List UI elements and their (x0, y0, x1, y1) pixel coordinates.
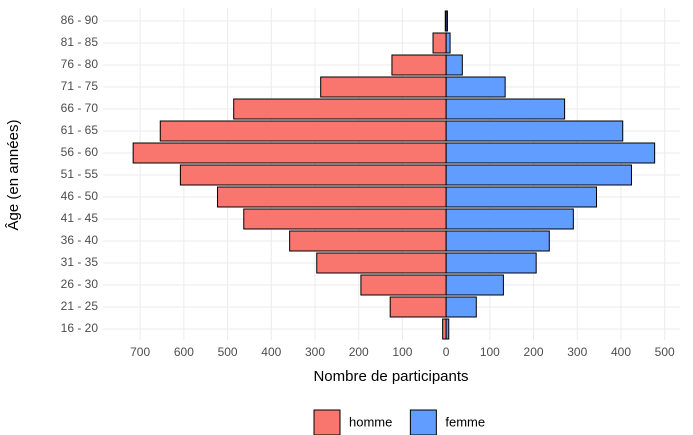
bar (445, 296, 477, 318)
bar (445, 76, 506, 98)
y-tick-label: 51 - 55 (61, 167, 99, 181)
x-tick-label: 500 (218, 345, 238, 359)
y-tick-label: 46 - 50 (61, 189, 99, 203)
x-tick-label: 200 (524, 345, 544, 359)
bar (360, 274, 447, 296)
x-tick-label: 700 (130, 345, 150, 359)
bar (289, 230, 447, 252)
x-tick-label: 500 (655, 345, 675, 359)
y-tick-label: 76 - 80 (61, 57, 99, 71)
y-axis-title: Âge (en années) (5, 120, 22, 231)
bar (445, 142, 656, 164)
bar (445, 252, 537, 274)
y-tick-label: 61 - 65 (61, 123, 99, 137)
bar (445, 208, 574, 230)
x-tick-label: 400 (611, 345, 631, 359)
x-axis-title: Nombre de participants (313, 368, 468, 385)
x-tick-label: 300 (305, 345, 325, 359)
bar (445, 164, 632, 186)
y-tick-label: 36 - 40 (61, 233, 99, 247)
bar (389, 296, 447, 318)
bar (445, 186, 598, 208)
legend-swatch (313, 409, 341, 435)
bar (445, 230, 550, 252)
y-tick-label: 16 - 20 (61, 321, 99, 335)
bar (432, 32, 447, 54)
y-tick-label: 86 - 90 (61, 13, 99, 27)
x-tick-label: 100 (392, 345, 412, 359)
bar (445, 10, 448, 32)
bar (132, 142, 447, 164)
y-tick-label: 56 - 60 (61, 145, 99, 159)
y-tick-label: 31 - 35 (61, 255, 99, 269)
bar (445, 54, 463, 76)
legend-label: femme (445, 414, 485, 429)
bar (445, 318, 450, 340)
legend-swatch (409, 409, 437, 435)
bar (445, 32, 451, 54)
x-tick-label: 200 (349, 345, 369, 359)
bar (179, 164, 447, 186)
x-tick-label: 300 (567, 345, 587, 359)
x-tick-label: 400 (261, 345, 281, 359)
legend-label: homme (349, 414, 392, 429)
x-tick-label: 600 (174, 345, 194, 359)
y-tick-label: 21 - 25 (61, 299, 99, 313)
bar (442, 318, 447, 340)
bar (243, 208, 447, 230)
y-tick-label: 66 - 70 (61, 101, 99, 115)
bar (445, 98, 566, 120)
bar (445, 274, 504, 296)
x-tick-label: 100 (480, 345, 500, 359)
bar (316, 252, 447, 274)
x-tick-label: 0 (443, 345, 450, 359)
bar (445, 120, 624, 142)
bar (233, 98, 447, 120)
bar (391, 54, 447, 76)
bar (159, 120, 447, 142)
y-tick-label: 71 - 75 (61, 79, 99, 93)
y-tick-label: 81 - 85 (61, 35, 99, 49)
bar (217, 186, 447, 208)
y-tick-label: 41 - 45 (61, 211, 99, 225)
bar (320, 76, 447, 98)
y-tick-label: 26 - 30 (61, 277, 99, 291)
